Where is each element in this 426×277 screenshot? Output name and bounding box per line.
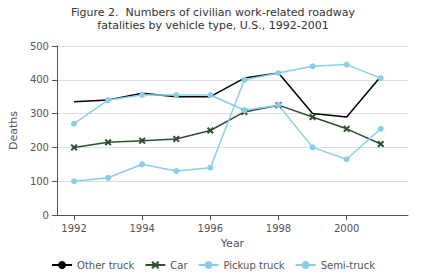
svg-text:500: 500 xyxy=(30,41,49,52)
svg-text:Year: Year xyxy=(220,237,245,250)
svg-text:400: 400 xyxy=(30,74,49,85)
svg-text:1996: 1996 xyxy=(198,223,223,234)
svg-text:200: 200 xyxy=(30,142,49,153)
svg-text:Figure 2. Numbers of civilian: Figure 2. Numbers of civilian work-relat… xyxy=(71,6,356,19)
svg-text:2000: 2000 xyxy=(334,223,359,234)
svg-text:Semi-truck: Semi-truck xyxy=(321,260,375,271)
svg-text:100: 100 xyxy=(30,176,49,187)
svg-text:Car: Car xyxy=(170,260,188,271)
svg-text:1992: 1992 xyxy=(61,223,86,234)
svg-text:Pickup truck: Pickup truck xyxy=(224,260,285,271)
svg-text:1994: 1994 xyxy=(129,223,154,234)
svg-text:0: 0 xyxy=(43,210,49,221)
svg-text:Deaths: Deaths xyxy=(7,111,20,150)
svg-text:Other truck: Other truck xyxy=(77,260,134,271)
svg-text:fatalities by vehicle type, U.: fatalities by vehicle type, U.S., 1992-2… xyxy=(97,19,328,32)
svg-text:1998: 1998 xyxy=(266,223,291,234)
svg-text:300: 300 xyxy=(30,108,49,119)
